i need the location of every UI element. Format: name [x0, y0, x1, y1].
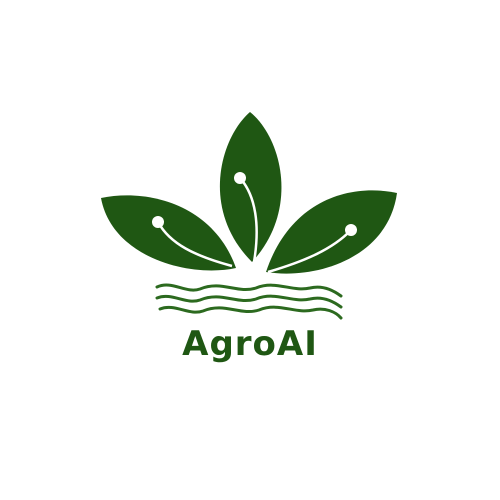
left-leaf-vein-dot	[152, 216, 164, 228]
center-leaf-icon	[219, 112, 282, 262]
left-leaf-vein	[156, 221, 233, 268]
left-leaf-icon	[101, 195, 236, 271]
brand-name: AgroAI	[182, 324, 318, 364]
wave-line-middle	[155, 294, 343, 309]
wave-line-top	[155, 283, 343, 298]
right-leaf-vein	[267, 229, 352, 274]
wave-line-bottom	[158, 305, 343, 320]
right-leaf-vein-dot	[345, 224, 357, 236]
right-leaf-icon	[266, 190, 397, 274]
center-leaf-vein	[239, 177, 258, 263]
center-leaf-vein-dot	[234, 172, 246, 184]
